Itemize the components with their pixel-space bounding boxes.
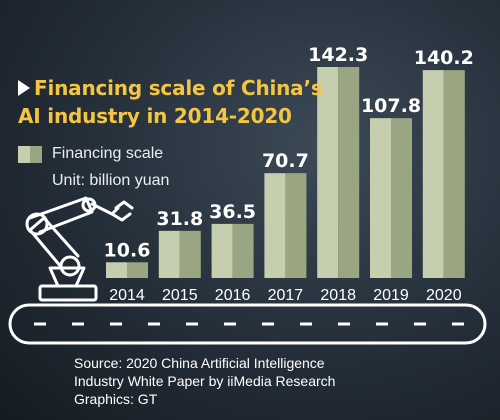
chart-title-text-1: Financing scale of China’s bbox=[34, 76, 323, 100]
value-label-2014: 10.6 bbox=[104, 239, 151, 261]
bar-2020 bbox=[422, 70, 465, 278]
play-arrow-icon bbox=[18, 80, 30, 96]
legend-swatch bbox=[18, 146, 42, 163]
chart-title-line-2: AI industry in 2014-2020 bbox=[18, 104, 292, 128]
value-label-2018: 142.3 bbox=[308, 44, 368, 66]
x-tick-label-2014: 2014 bbox=[109, 287, 145, 304]
x-tick-label-2018: 2018 bbox=[320, 287, 356, 304]
bar-2015 bbox=[158, 230, 201, 278]
bar-2016 bbox=[211, 223, 254, 278]
bar-2018 bbox=[317, 67, 360, 278]
bar-2014 bbox=[106, 262, 148, 278]
graphics-credit: Graphics: GT bbox=[74, 391, 158, 407]
value-label-2020: 140.2 bbox=[414, 47, 474, 69]
bar-2017 bbox=[264, 173, 307, 278]
value-label-2015: 31.8 bbox=[156, 208, 203, 230]
robot-arm-icon bbox=[25, 196, 134, 302]
x-tick-label-2019: 2019 bbox=[373, 287, 409, 304]
legend-series-label: Financing scale bbox=[52, 145, 164, 162]
value-label-2016: 36.5 bbox=[209, 201, 256, 223]
source-line-1: Source: 2020 China Artificial Intelligen… bbox=[74, 355, 325, 371]
x-tick-label-2015: 2015 bbox=[162, 287, 198, 304]
value-label-2017: 70.7 bbox=[262, 150, 309, 172]
source-line-2: Industry White Paper by iiMedia Research bbox=[74, 373, 336, 389]
value-label-2019: 107.8 bbox=[361, 95, 421, 117]
conveyor-belt bbox=[8, 303, 487, 345]
x-tick-label-2020: 2020 bbox=[426, 287, 462, 304]
unit-label: Unit: billion yuan bbox=[52, 172, 170, 189]
x-tick-label-2017: 2017 bbox=[268, 287, 304, 304]
chart-title-line-1: Financing scale of China’s bbox=[18, 76, 323, 100]
bar-2019 bbox=[370, 118, 412, 278]
x-tick-label-2016: 2016 bbox=[215, 287, 251, 304]
